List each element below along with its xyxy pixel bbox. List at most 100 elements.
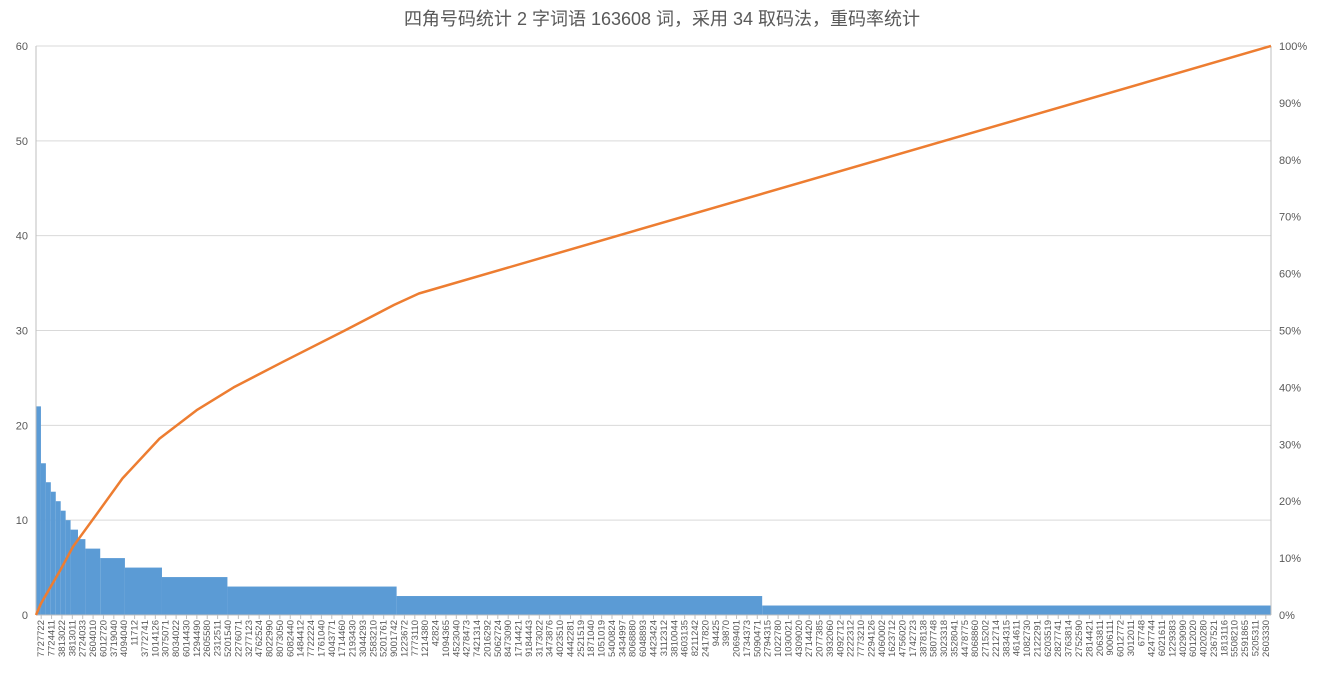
x-tick-label: 5201761 — [379, 620, 390, 657]
x-tick-label: 1714460 — [337, 620, 348, 657]
x-tick-label: 8073050 — [275, 620, 286, 657]
bar — [65, 520, 71, 615]
y-tick-label: 30 — [16, 326, 28, 338]
x-tick-label: 2016292 — [482, 620, 493, 657]
x-tick-label: 2193430 — [348, 620, 359, 657]
x-tick-label: 3473876 — [545, 620, 556, 657]
x-tick-label: 3528041 — [949, 620, 960, 657]
x-tick-label: 2077385 — [815, 620, 826, 657]
x-tick-label: 2276071 — [233, 620, 244, 657]
x-tick-label: 5062724 — [493, 620, 504, 657]
x-tick-label: 1014126 — [150, 620, 161, 657]
y-tick-label: 20 — [16, 420, 28, 432]
x-tick-label: 2521519 — [576, 620, 587, 657]
x-tick-label: 1623712 — [887, 620, 898, 657]
y2-tick-label: 0% — [1279, 610, 1295, 622]
y2-tick-label: 50% — [1279, 326, 1301, 338]
x-tick-label: 4029090 — [1178, 620, 1189, 657]
x-tick-label: 2591865 — [1240, 620, 1251, 657]
line-series — [34, 44, 1272, 616]
x-tick-label: 2605580 — [202, 620, 213, 657]
x-tick-label: 1871040 — [586, 620, 597, 657]
x-tick-label: 3878138 — [918, 620, 929, 657]
x-tick-label: 5205311 — [1250, 620, 1261, 656]
x-tick-label: 2583210 — [368, 620, 379, 657]
bar — [70, 529, 78, 615]
y2-tick-label: 100% — [1279, 41, 1307, 53]
y-tick-label: 40 — [16, 231, 28, 243]
x-axis-ticks: 7727722 7724411 3813022 3813011 2724033 26040… — [36, 615, 1272, 657]
x-tick-label: 2752590 — [1074, 620, 1085, 657]
x-tick-label: 1214380 — [420, 620, 431, 657]
x-tick-label: 2312511 — [213, 620, 224, 656]
x-tick-label: 6048893 — [638, 620, 649, 657]
x-tick-label: 1030021 — [783, 620, 794, 657]
x-tick-label: 2122291 — [1032, 620, 1043, 657]
y2-tick-label: 10% — [1279, 553, 1301, 565]
x-tick-label: 4092712 — [835, 620, 846, 657]
x-tick-label: 2715202 — [981, 620, 992, 657]
x-tick-label: 1051019 — [597, 620, 608, 657]
x-tick-label: 1082730 — [1022, 620, 1033, 657]
x-tick-label: 4603135 — [680, 620, 691, 657]
x-tick-label: 3932060 — [825, 620, 836, 657]
x-tick-label: 4020280 — [1199, 620, 1210, 657]
x-tick-label: 5807748 — [929, 620, 940, 657]
x-tick-label: 2603330 — [1261, 620, 1272, 657]
y2-tick-label: 40% — [1279, 382, 1301, 394]
x-tick-label: 3173022 — [534, 620, 545, 657]
x-tick-label: 4523040 — [451, 620, 462, 657]
x-tick-label: 4423424 — [649, 620, 660, 657]
x-tick-label: 2417820 — [700, 620, 711, 657]
x-tick-label: 6012020 — [1188, 620, 1199, 657]
x-tick-label: 4247744 — [1147, 620, 1158, 657]
x-tick-label: 6014430 — [181, 620, 192, 657]
x-tick-label: 1022780 — [773, 620, 784, 657]
bar-series — [36, 406, 1271, 615]
bar — [396, 596, 763, 615]
x-tick-label: 7773110 — [410, 620, 421, 656]
y2-axis-ticks: 0% 10% 20% 30% 40% 50% 60% 70% 80% 90% 100% — [1279, 41, 1307, 622]
x-tick-label: 3112312 — [659, 620, 670, 656]
x-tick-label: 2827741 — [1053, 620, 1064, 657]
x-tick-label: 9001742 — [389, 620, 400, 657]
x-tick-label: 94425 — [711, 620, 722, 646]
x-tick-label: 2063811 — [1095, 620, 1106, 656]
x-tick-label: 7773210 — [856, 620, 867, 657]
x-tick-label: 4094040 — [119, 620, 130, 657]
x-tick-label: 1294490 — [192, 620, 203, 657]
x-tick-label: 8022990 — [265, 620, 276, 657]
x-tick-label: 2222312 — [846, 620, 857, 657]
x-tick-label: 5508210 — [1230, 620, 1241, 657]
x-tick-label: 6203519 — [1043, 620, 1054, 657]
x-tick-label: 3277123 — [244, 620, 255, 657]
x-tick-label: 5201540 — [223, 620, 234, 657]
y2-tick-label: 30% — [1279, 439, 1301, 451]
y-tick-label: 60 — [16, 41, 28, 53]
x-tick-label: 3012011 — [1126, 620, 1137, 656]
bar — [77, 539, 86, 615]
x-tick-label: 2069401 — [732, 620, 743, 657]
y2-tick-label: 20% — [1279, 496, 1301, 508]
y2-tick-label: 80% — [1279, 155, 1301, 167]
bar — [762, 605, 1271, 615]
x-tick-label: 1484412 — [296, 620, 307, 657]
y2-tick-label: 70% — [1279, 212, 1301, 224]
x-tick-label: 4762524 — [254, 620, 265, 657]
x-tick-label: 1223672 — [399, 620, 410, 657]
x-tick-label: 2212714 — [991, 620, 1002, 657]
bar — [227, 586, 397, 615]
bar — [124, 567, 162, 615]
x-tick-label: 8034022 — [171, 620, 182, 657]
x-tick-label: 4278473 — [462, 620, 473, 657]
x-tick-label: 11712 — [130, 620, 141, 646]
x-tick-label: 3834315 — [1001, 620, 1012, 657]
x-tick-label: 8211242 — [690, 620, 701, 656]
bar — [50, 491, 56, 615]
x-tick-label: 1094365 — [441, 620, 452, 657]
x-tick-label: 7727722 — [36, 620, 47, 657]
x-tick-label: 1734373 — [742, 620, 753, 657]
y2-tick-label: 90% — [1279, 98, 1301, 110]
y2-tick-label: 60% — [1279, 269, 1301, 281]
